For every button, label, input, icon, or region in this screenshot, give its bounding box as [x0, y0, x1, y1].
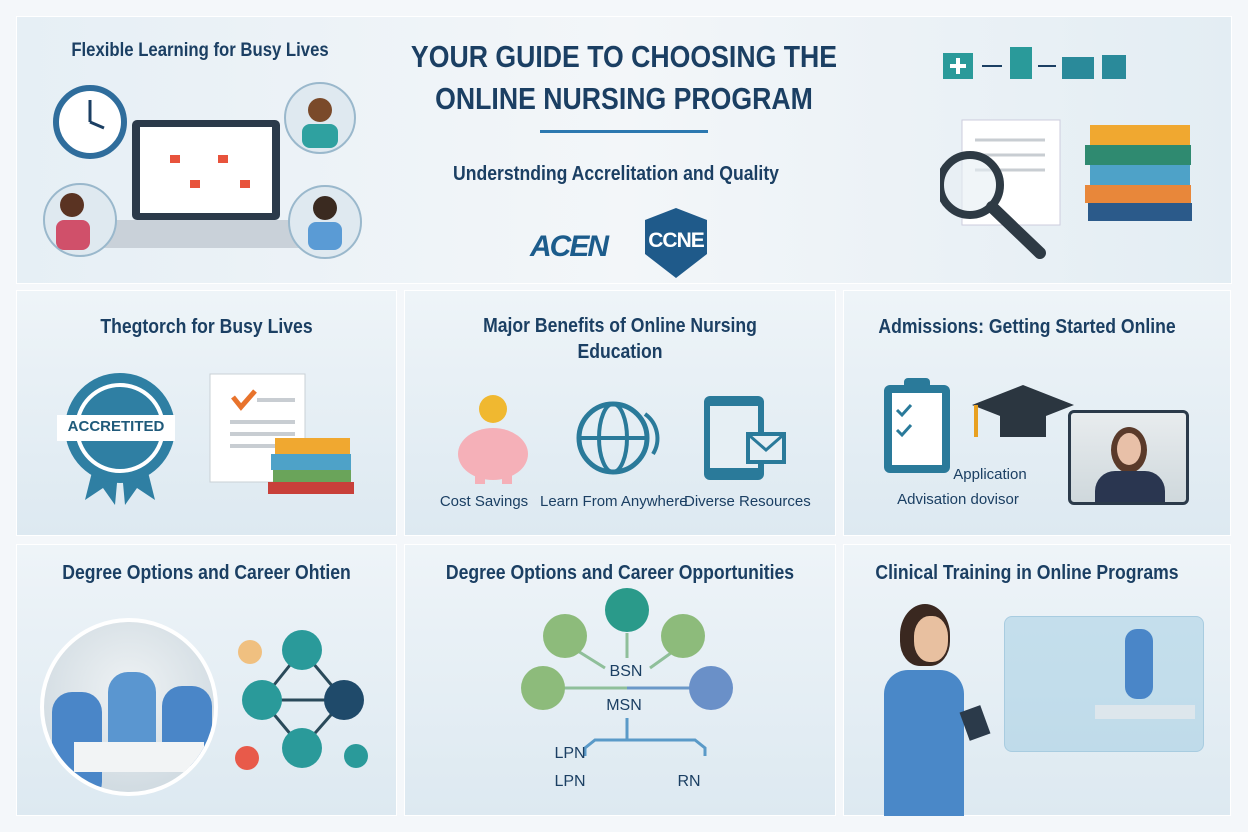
- career-node-icon: [605, 588, 649, 632]
- career-node-icon: [661, 614, 705, 658]
- degree-options-title: Degree Options and Career Ohtien: [62, 562, 351, 584]
- node-lpn-2: LPN: [554, 773, 586, 790]
- subtitle: Understnding Accrelitation and Quality: [453, 163, 779, 185]
- accredited-badge-label: ACCRETITED: [67, 418, 165, 435]
- admissions-title: Admissions: Getting Started Online: [878, 316, 1176, 338]
- checklist-books-icon: [209, 373, 354, 494]
- node-lpn: LPN: [554, 745, 586, 762]
- piggy-bank-icon: [458, 395, 528, 484]
- nurses-team-photo: [40, 618, 218, 796]
- accredited-badge-icon: [57, 373, 175, 505]
- node-rn: RN: [677, 773, 701, 790]
- node-bsn: BSN: [609, 663, 643, 680]
- advisor-video-frame[interactable]: [1068, 410, 1189, 505]
- advisor-label: Advisation dovisor: [897, 491, 1019, 508]
- degree-tree-title: Degree Options and Career Opportunities: [445, 562, 795, 584]
- hospital-progress-icons: [943, 47, 1126, 79]
- career-node-icon: [689, 666, 733, 710]
- virtual-simulation-screen: [1004, 616, 1204, 752]
- benefits-title: Major Benefits of Online Nursing Educati…: [483, 315, 757, 363]
- benefit-diverse-resources: Diverse Resources: [684, 493, 811, 510]
- nurse-with-tablet: [880, 604, 991, 816]
- clipboard-icon: [884, 378, 950, 473]
- acen-logo: ACEN: [530, 230, 609, 263]
- accreditation-title: Thegtorch for Busy Lives: [100, 316, 313, 338]
- title-line-2: ONLINE NURSING PROGRAM: [435, 81, 813, 116]
- globe-icon: [576, 401, 660, 475]
- application-label: Application: [953, 466, 1027, 483]
- books-icon: [1085, 125, 1192, 221]
- tablet-resources-icon: [704, 396, 786, 480]
- career-network-icon: [235, 630, 368, 770]
- career-node-icon: [543, 614, 587, 658]
- node-msn: MSN: [606, 697, 642, 714]
- title-line-1: YOUR GUIDE TO CHOOSING THE: [410, 39, 838, 74]
- degree-tree-diagram: [521, 588, 733, 756]
- clinical-title: Clinical Training in Online Programs: [875, 562, 1179, 584]
- flexible-learning-title: Flexible Learning for Busy Lives: [71, 40, 329, 61]
- flexible-learning-illustration: [43, 82, 362, 259]
- research-illustration: [940, 47, 1192, 259]
- magnifier-icon: [940, 151, 1004, 219]
- benefit-learn-anywhere: Learn From Anywhere: [540, 493, 688, 510]
- graduation-cap-icon: [972, 385, 1074, 437]
- benefit-cost-savings: Cost Savings: [439, 493, 529, 510]
- career-node-icon: [521, 666, 565, 710]
- ccne-logo: CCNE: [648, 229, 705, 252]
- title-divider: [540, 130, 708, 133]
- ccne-shield: [645, 208, 707, 278]
- page-title: YOUR GUIDE TO CHOOSING THE ONLINE NURSING…: [406, 36, 843, 120]
